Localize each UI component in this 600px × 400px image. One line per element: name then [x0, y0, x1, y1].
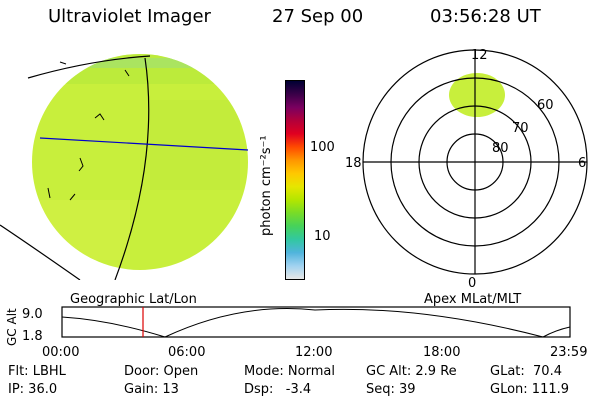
mlt-label-12: 12 [471, 48, 488, 63]
time-label: 03:56:28 UT [430, 6, 541, 27]
colorbar-tick-10: 10 [314, 229, 331, 244]
orbit-plot-frame [61, 306, 571, 338]
instrument-title: Ultraviolet Imager [48, 6, 211, 27]
orbit-altitude-plot: 9.0 1.8 GC Alt 00:00 06:00 12:00 18:00 2… [5, 306, 587, 360]
orbit-ytick-high: 9.0 [22, 307, 43, 322]
info-glon: GLon: 111.9 [490, 382, 570, 397]
info-gcalt: GC Alt: 2.9 Re [366, 364, 457, 379]
polar-plot: 12 18 6 0 60 70 80 [345, 48, 588, 290]
globe-image [0, 54, 249, 280]
lat-label-80: 80 [492, 141, 509, 156]
longitude-line [114, 57, 150, 280]
auroral-oval [449, 73, 505, 117]
latitude-line-lower [0, 224, 81, 280]
info-mode: Mode: Normal [244, 364, 335, 379]
info-glat: GLat: 70.4 [490, 364, 562, 379]
info-seq: Seq: 39 [366, 382, 416, 397]
info-flt: Flt: LBHL [8, 364, 66, 379]
orbit-altitude-curve [61, 308, 571, 338]
info-gain: Gain: 13 [124, 382, 179, 397]
colorbar-label: photon cm⁻²s⁻¹ [259, 135, 274, 236]
mlt-label-6: 6 [578, 156, 586, 171]
mlt-label-0: 0 [468, 276, 476, 290]
orbit-xtick-1200: 12:00 [295, 345, 332, 360]
lat-label-60: 60 [537, 98, 554, 113]
colorbar-tick-100: 100 [310, 140, 335, 155]
info-door: Door: Open [124, 364, 199, 379]
globe-label: Geographic Lat/Lon [70, 292, 197, 307]
terminator-line [39, 137, 249, 151]
orbit-ylabel: GC Alt [5, 308, 19, 346]
info-ip: IP: 36.0 [8, 382, 58, 397]
mlt-label-18: 18 [345, 156, 362, 171]
date-label: 27 Sep 00 [272, 6, 364, 27]
orbit-ytick-low: 1.8 [22, 329, 43, 344]
orbit-xtick-0600: 06:00 [168, 345, 205, 360]
lat-label-70: 70 [512, 121, 529, 136]
info-dsp: Dsp: -3.4 [244, 382, 312, 397]
coastline-marks [47, 61, 130, 201]
orbit-xtick-0000: 00:00 [42, 345, 79, 360]
latitude-line [27, 55, 151, 79]
orbit-xtick-1800: 18:00 [423, 345, 460, 360]
orbit-xtick-2359: 23:59 [550, 345, 587, 360]
colorbar [285, 80, 305, 280]
polar-label: Apex MLat/MLT [424, 292, 522, 307]
